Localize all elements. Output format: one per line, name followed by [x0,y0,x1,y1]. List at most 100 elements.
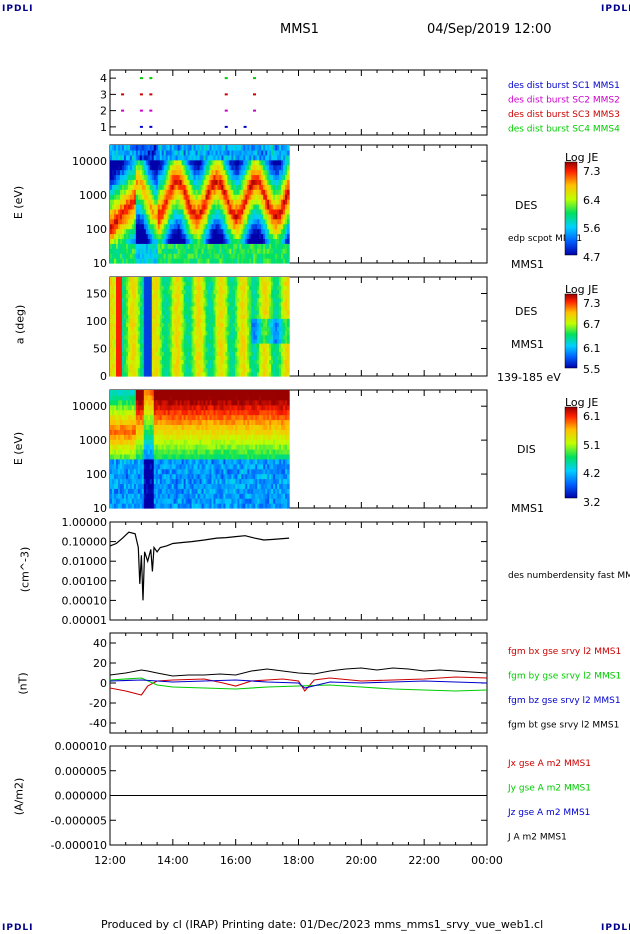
des-energy-cell [157,204,161,210]
des-energy-cell [183,154,187,161]
des-energy-cell [253,253,256,259]
des-pitch-cell [117,318,121,323]
des-pitch-cell [241,277,244,282]
des-pitch-cell [135,334,139,340]
des-energy-cell [137,248,141,254]
des-pitch-cell [179,293,183,299]
des-energy-cell [143,189,147,195]
des-energy-cell [153,184,157,190]
des-pitch-cell [110,301,113,307]
burst-legend-3: des dist burst SC4 MMS4 [508,125,620,135]
des-energy-cell [125,258,129,264]
des-pitch-cell [179,326,183,332]
des-energy-cell [259,194,262,200]
des-energy-cell [133,204,137,210]
des-pitch-cell [169,359,173,365]
des-pitch-cell [197,359,201,365]
colorbar-3 [564,406,578,499]
des-pitch-cell [171,347,175,352]
des-pitch-cell [225,343,228,348]
des-pitch-cell [239,305,242,311]
des-energy-cell [111,238,115,244]
des-energy-cell [287,174,290,181]
des-pitch-cell [235,363,238,369]
des-energy-cell [271,199,274,205]
des-energy-cell [127,228,131,235]
burst-y-tick-label-1: 3 [100,88,107,101]
des-energy-cell [271,194,274,200]
des-pitch-cell [185,293,189,299]
des-energy-cell [163,199,167,205]
des-energy-cell [139,233,143,240]
des-pitch-cell [247,318,250,323]
des-pitch-cell [277,285,280,290]
des-energy-cell [259,199,262,205]
des-pitch-cell [287,305,290,311]
des-energy-cell [110,194,113,200]
dis-energy-cell [110,399,113,406]
des-energy-cell [177,194,181,200]
des-energy-cell [259,218,262,225]
des-energy-cell [135,199,139,205]
des-pitch-cell [237,326,240,332]
des-pitch-cell [137,310,141,315]
des-pitch-cell [183,371,187,377]
des-pitch-cell [125,351,129,356]
des-energy-cell [143,194,147,200]
des-pitch-cell [131,281,135,286]
des-pitch-cell [181,351,185,356]
des-pitch-cell [257,334,260,340]
des-pitch-cell [199,367,203,373]
des-energy-y-tick-label-2: 100 [86,223,107,236]
dis-energy-y-tick-label-1: 1000 [79,434,107,447]
des-pitch-cell [271,289,274,295]
des-energy-cell [203,233,207,240]
des-energy-cell [127,218,131,225]
des-pitch-cell [287,363,290,369]
des-pitch-cell [119,359,123,365]
des-pitch-cell [179,322,183,328]
des-energy-cell [169,223,173,230]
des-pitch-cell [187,310,191,315]
des-energy-cell [221,213,225,220]
des-pitch-cell [271,281,274,286]
des-energy-cell [189,253,193,259]
des-energy-cell [205,218,209,225]
des-pitch-cell [137,277,141,282]
des-pitch-cell [253,330,256,336]
des-pitch-cell [225,355,228,361]
des-energy-cell [131,189,135,195]
des-energy-cell [197,233,201,240]
des-energy-cell [233,184,236,190]
des-energy-cell [203,218,207,225]
des-energy-cell [121,169,125,176]
des-energy-cell [251,228,254,235]
des-energy-cell [167,208,171,215]
des-energy-cell [287,223,290,230]
des-pitch-cell [197,297,201,303]
des-pitch-cell [181,326,185,332]
des-energy-cell [185,238,189,244]
des-energy-cell [173,233,177,240]
des-energy-cell [143,199,147,205]
des-pitch-cell [221,363,225,369]
des-pitch-cell [113,351,117,356]
des-energy-cell [235,149,238,156]
des-energy-cell [149,233,153,240]
des-energy-cell [181,208,185,215]
des-pitch-cell [135,363,139,369]
des-energy-cell [259,204,262,210]
des-energy-cell [127,199,131,205]
des-pitch-cell [173,301,177,307]
des-energy-cell [177,169,181,176]
des-pitch-cell [249,338,252,344]
des-pitch-cell [155,334,159,340]
des-pitch-cell [177,347,181,352]
des-energy-cell [275,223,278,230]
des-energy-cell [117,213,121,220]
des-energy-cell [151,218,155,225]
dis-energy-cell [117,463,121,470]
des-pitch-cell [117,367,121,373]
des-energy-cell [141,174,145,181]
des-energy-cell [281,218,284,225]
